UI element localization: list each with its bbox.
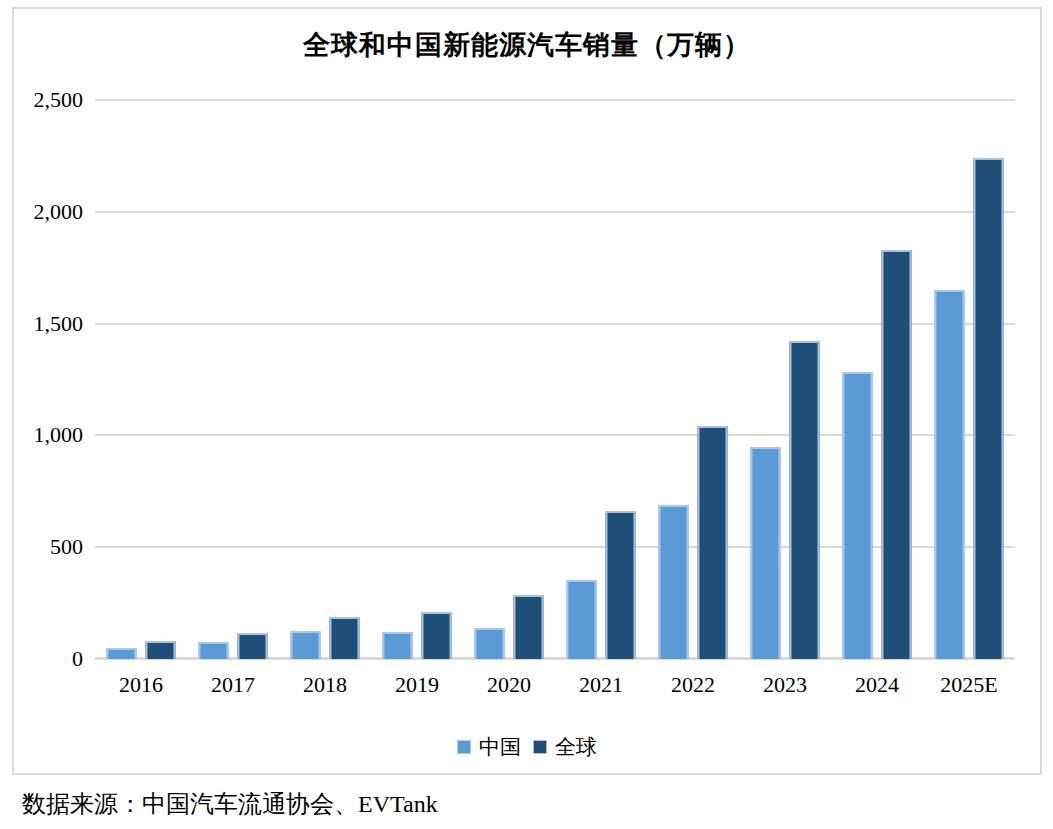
- legend: 中国 全球: [14, 733, 1040, 761]
- bar-group-2023: [751, 100, 820, 659]
- bar-中国-2017: [199, 642, 229, 659]
- chart-title: 全球和中国新能源汽车销量（万辆）: [14, 27, 1040, 63]
- bar-group-2024: [843, 100, 912, 659]
- bar-group-2016: [107, 100, 176, 659]
- bar-中国-2023: [751, 447, 781, 659]
- bar-group-2025E: [935, 100, 1004, 659]
- bar-group-2018: [291, 100, 360, 659]
- y-tick-label-500: 500: [50, 534, 83, 560]
- x-tick-label-2016: 2016: [119, 672, 163, 698]
- bar-中国-2018: [291, 631, 321, 659]
- bar-中国-2016: [107, 648, 137, 659]
- x-tick-label-2022: 2022: [671, 672, 715, 698]
- bar-全球-2022: [698, 426, 728, 659]
- x-tick-label-2023: 2023: [763, 672, 807, 698]
- x-tick-label-2018: 2018: [303, 672, 347, 698]
- bar-中国-2021: [567, 580, 597, 659]
- bar-group-2019: [383, 100, 452, 659]
- bar-group-2017: [199, 100, 268, 659]
- legend-label-china: 中国: [479, 733, 521, 761]
- y-tick-label-1500: 1,500: [34, 311, 84, 337]
- x-tick-label-2019: 2019: [395, 672, 439, 698]
- bar-全球-2020: [514, 595, 544, 659]
- legend-swatch-global: [533, 740, 547, 754]
- bar-中国-2020: [475, 628, 505, 659]
- bar-group-2022: [659, 100, 728, 659]
- y-tick-label-2000: 2,000: [34, 199, 84, 225]
- y-tick-label-1000: 1,000: [34, 422, 84, 448]
- bar-全球-2018: [330, 617, 360, 659]
- bar-中国-2025E: [935, 290, 965, 659]
- bar-中国-2024: [843, 372, 873, 659]
- bar-全球-2024: [882, 250, 912, 659]
- legend-label-global: 全球: [555, 733, 597, 761]
- y-tick-label-0: 0: [72, 646, 83, 672]
- x-tick-label-2021: 2021: [579, 672, 623, 698]
- bar-全球-2025E: [974, 158, 1004, 659]
- chart-frame: 全球和中国新能源汽车销量（万辆） 05001,0001,5002,0002,50…: [12, 7, 1042, 775]
- page: 全球和中国新能源汽车销量（万辆） 05001,0001,5002,0002,50…: [0, 0, 1053, 829]
- source-note: 数据来源：中国汽车流通协会、EVTank: [22, 788, 438, 820]
- x-tick-label-2017: 2017: [211, 672, 255, 698]
- bar-group-2020: [475, 100, 544, 659]
- legend-item-china: 中国: [457, 733, 521, 761]
- bar-group-2021: [567, 100, 636, 659]
- x-tick-label-2024: 2024: [855, 672, 899, 698]
- plot-area: 05001,0001,5002,0002,5002016201720182019…: [95, 100, 1015, 659]
- legend-item-global: 全球: [533, 733, 597, 761]
- y-tick-label-2500: 2,500: [34, 87, 84, 113]
- bar-全球-2019: [422, 612, 452, 659]
- bar-全球-2023: [790, 341, 820, 659]
- bar-全球-2017: [238, 633, 268, 659]
- bar-中国-2019: [383, 632, 413, 659]
- x-tick-label-2025E: 2025E: [940, 672, 997, 698]
- legend-swatch-china: [457, 740, 471, 754]
- x-tick-label-2020: 2020: [487, 672, 531, 698]
- bar-全球-2016: [146, 641, 176, 659]
- bar-中国-2022: [659, 505, 689, 659]
- bar-全球-2021: [606, 511, 636, 659]
